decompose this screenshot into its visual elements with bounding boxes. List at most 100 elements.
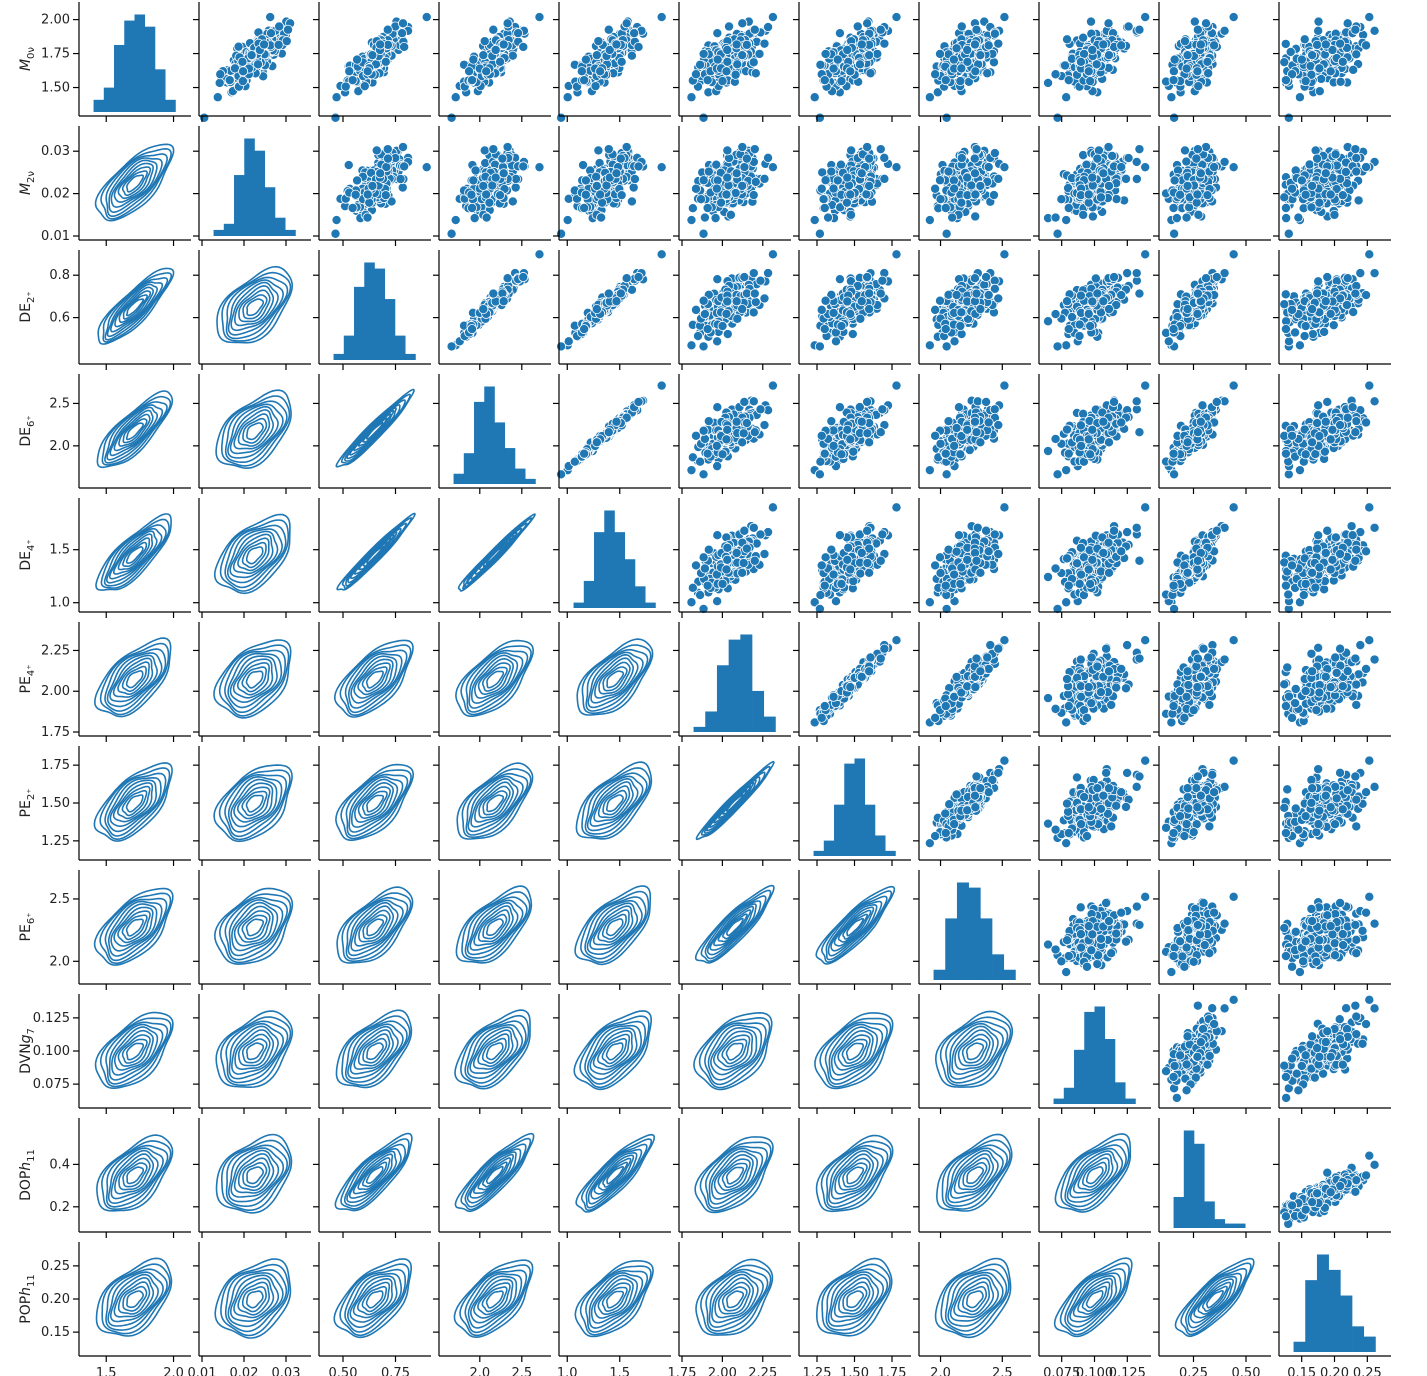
scatter-point-M2v-PE6: [1000, 163, 1009, 172]
scatter-point-M0v-DE2: [332, 93, 341, 102]
scatter-point-M0v-DE6: [451, 93, 460, 102]
scatter-point-M2v-DE4: [556, 229, 565, 238]
scatter-point-M0v-PE2: [810, 93, 819, 102]
scatter-point-M0v-DE6: [491, 45, 500, 54]
scatter-point-M2v-DE2: [381, 191, 390, 200]
scatter-point-M2v-DE4: [622, 142, 631, 151]
y-tick-label: 1.75: [41, 47, 70, 62]
scatter-point-M2v-PE4: [760, 174, 769, 183]
scatter-point-M2v-PE6: [941, 203, 950, 212]
scatter-point-M0v-DE4: [592, 51, 601, 60]
scatter-point-M0v-PE2: [821, 49, 830, 58]
scatter-point-M2v-DVNg7: [1096, 193, 1105, 202]
scatter-point-M2v-DE4: [592, 181, 601, 190]
scatter-point-M0v-DE6: [489, 25, 498, 34]
scatter-point-M0v-M2v: [239, 67, 248, 76]
scatter-point-M2v-POPh11: [1311, 146, 1320, 155]
scatter-point-M0v-PE6: [952, 44, 961, 53]
scatter-point-M0v-DVNg7: [1086, 17, 1095, 26]
scatter-point-M2v-PE6: [944, 167, 953, 176]
scatter-point-M2v-POPh11: [1352, 167, 1361, 176]
panel-M2v-vs-POPh11: [1273, 126, 1391, 246]
scatter-point-M2v-PE6: [972, 145, 981, 154]
scatter-point-M2v-DVNg7: [1104, 181, 1113, 190]
scatter-point-M2v-PE2: [827, 167, 836, 176]
scatter-point-M0v-PE4: [738, 51, 747, 60]
scatter-point-M2v-PE6: [957, 198, 966, 207]
scatter-point-M2v-DVNg7: [1088, 173, 1097, 182]
scatter-point-M0v-M2v: [213, 93, 222, 102]
scatter-point-M0v-PE4: [732, 40, 741, 49]
scatter-point-M2v-DE4: [563, 215, 572, 224]
scatter-point-M2v-DE2: [400, 162, 409, 171]
hist-bar-M2v-5: [265, 187, 276, 236]
scatter-point-M2v-DE2: [383, 154, 392, 163]
hist-bar-M2v-4: [255, 151, 266, 236]
scatter-point-M2v-DOPh11: [1169, 203, 1178, 212]
scatter-point-M2v-PE4: [700, 213, 709, 222]
scatter-point-M2v-PE4: [704, 167, 713, 176]
panel-DE2-vs-M2v: [193, 250, 311, 370]
hist-bar-M0v-3: [124, 21, 135, 112]
scatter-point-M0v-M2v: [225, 76, 234, 85]
scatter-point-M0v-DOPh11: [1183, 51, 1192, 60]
scatter-point-M0v-DVNg7: [1064, 76, 1073, 85]
scatter-point-M0v-PE6: [976, 51, 985, 60]
scatter-point-M2v-DE4: [604, 145, 613, 154]
panel-M2v-vs-DOPh11: [1153, 126, 1271, 246]
scatter-point-M0v-DOPh11: [1170, 55, 1179, 64]
y-axis-label-M2v: M2ν: [18, 171, 37, 195]
scatter-point-M2v-PE4: [768, 163, 777, 172]
scatter-point-M0v-PE6: [956, 77, 965, 86]
scatter-point-M2v-POPh11: [1294, 213, 1303, 222]
scatter-point-M0v-DE4: [596, 67, 605, 76]
scatter-point-M2v-DOPh11: [1170, 229, 1179, 238]
panel-M0v-vs-DE4: [553, 2, 671, 122]
scatter-point-M2v-DE2: [396, 174, 405, 183]
scatter-point-M2v-DE6: [499, 169, 508, 178]
scatter-point-M0v-DE4: [580, 76, 589, 85]
scatter-point-M0v-POPh11: [1352, 50, 1361, 59]
scatter-point-M2v-PE4: [713, 176, 722, 185]
scatter-point-M0v-DVNg7: [1051, 70, 1060, 79]
scatter-point-M2v-POPh11: [1330, 210, 1339, 219]
scatter-point-M0v-PE6: [935, 49, 944, 58]
scatter-point-M2v-DE4: [627, 197, 636, 206]
scatter-point-M0v-POPh11: [1280, 58, 1289, 67]
scatter-point-M0v-DE6: [535, 12, 544, 21]
scatter-point-M2v-POPh11: [1331, 150, 1340, 159]
scatter-point-M2v-DVNg7: [1093, 154, 1102, 163]
scatter-point-M0v-DVNg7: [1104, 19, 1113, 28]
scatter-point-M2v-PE6: [931, 184, 940, 193]
scatter-point-M2v-DOPh11: [1193, 145, 1202, 154]
scatter-point-M0v-M2v: [266, 29, 275, 38]
scatter-point-M2v-PE2: [846, 210, 855, 219]
scatter-point-M2v-DVNg7: [1062, 215, 1071, 224]
scatter-point-M0v-PE6: [990, 29, 999, 38]
scatter-point-M2v-PE2: [821, 176, 830, 185]
scatter-point-M2v-DE2: [372, 146, 381, 155]
scatter-point-M2v-DVNg7: [1053, 229, 1062, 238]
scatter-point-M2v-DE6: [489, 145, 498, 154]
scatter-point-M2v-DE2: [383, 145, 392, 154]
scatter-point-M2v-PE6: [925, 215, 934, 224]
scatter-point-M2v-DVNg7: [1117, 162, 1126, 171]
scatter-point-M0v-DE2: [376, 40, 385, 49]
panel-M0v-vs-DOPh11: [1153, 2, 1271, 122]
scatter-point-M0v-POPh11: [1281, 76, 1290, 85]
scatter-point-M2v-PE2: [880, 153, 889, 162]
scatter-point-M0v-POPh11: [1297, 55, 1306, 64]
scatter-point-M2v-DE6: [479, 181, 488, 190]
scatter-point-M2v-PE6: [976, 181, 985, 190]
scatter-point-M2v-PE4: [731, 188, 740, 197]
scatter-point-M2v-DVNg7: [1051, 213, 1060, 222]
scatter-point-M2v-DE4: [616, 154, 625, 163]
scatter-point-M0v-PE2: [863, 19, 872, 28]
scatter-point-M0v-DE4: [634, 42, 643, 51]
scatter-point-M2v-PE2: [857, 169, 866, 178]
scatter-point-M2v-PE4: [722, 190, 731, 199]
scatter-point-M0v-POPh11: [1284, 113, 1293, 122]
y-tick-label: 0.03: [41, 144, 70, 159]
scatter-point-M0v-M2v: [238, 77, 247, 86]
